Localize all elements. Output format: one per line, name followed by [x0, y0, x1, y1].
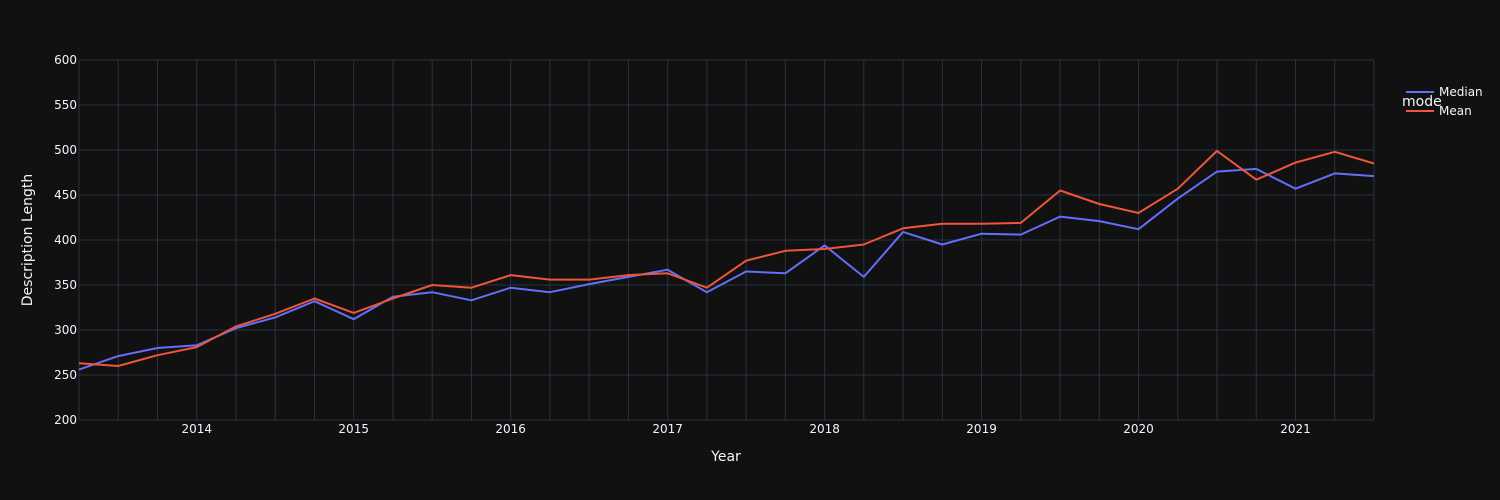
y-tick-label: 600: [54, 53, 77, 67]
legend-label-mean: Mean: [1439, 104, 1472, 118]
y-tick-label: 550: [54, 98, 77, 112]
legend-label-median: Median: [1439, 85, 1483, 99]
x-tick-label: 2021: [1280, 422, 1311, 436]
x-tick-label: 2017: [652, 422, 683, 436]
series-lines: [78, 149, 1375, 371]
x-tick-label: 2014: [181, 422, 212, 436]
series-line-median[interactable]: [78, 167, 1375, 371]
legend-item-median[interactable]: Median: [1406, 85, 1483, 99]
y-gridlines: [79, 59, 1374, 421]
y-tick-label: 450: [54, 188, 77, 202]
x-tick-label: 2018: [809, 422, 840, 436]
legend-title: mode: [1402, 94, 1442, 110]
x-axis-title: Year: [710, 449, 741, 465]
x-tick-label: 2016: [495, 422, 526, 436]
legend-item-mean[interactable]: Mean: [1406, 104, 1472, 118]
y-axis-title: Description Length: [20, 174, 36, 306]
x-tick-label: 2020: [1123, 422, 1154, 436]
y-tick-label: 300: [54, 323, 77, 337]
x-tick-label: 2019: [966, 422, 997, 436]
y-tick-label: 500: [54, 143, 77, 157]
x-axis-ticks: 2014 2015 2016 2017 2018 2019 2020 2021: [181, 422, 1310, 436]
y-tick-label: 250: [54, 368, 77, 382]
y-tick-label: 400: [54, 233, 77, 247]
y-tick-label: 350: [54, 278, 77, 292]
legend: mode Median Mean: [1402, 85, 1483, 118]
y-tick-label: 200: [54, 413, 77, 427]
y-axis-ticks: 200 250 300 350 400 450 500 550 600: [54, 53, 77, 427]
series-line-mean[interactable]: [78, 149, 1375, 367]
x-tick-label: 2015: [338, 422, 369, 436]
